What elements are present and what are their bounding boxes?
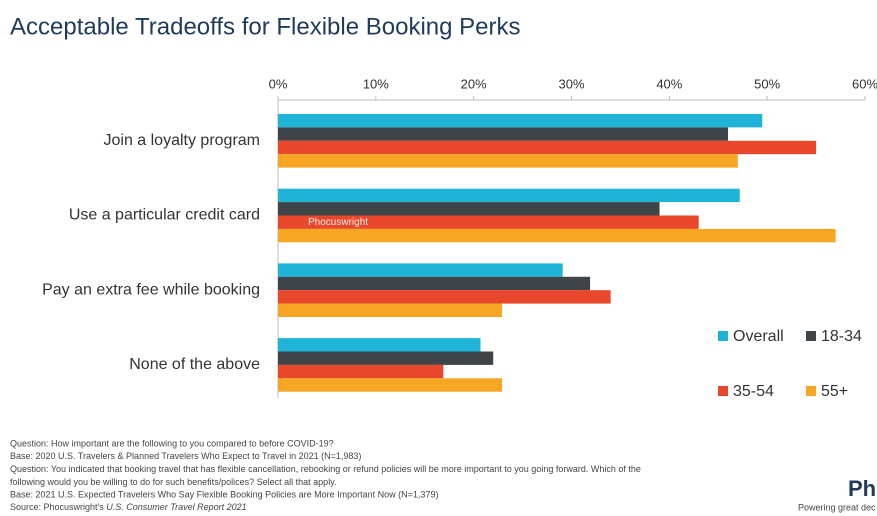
x-tick-label: 30% <box>558 76 584 91</box>
bar <box>278 188 740 203</box>
source: Source: Phocuswright's U.S. Consumer Tra… <box>10 502 247 512</box>
source-title: U.S. Consumer Travel Report 2021 <box>106 502 246 512</box>
legend-swatch <box>718 331 728 341</box>
x-tick-label: 40% <box>656 76 682 91</box>
bar <box>278 228 836 243</box>
x-tick-label: 60% <box>852 76 877 91</box>
bar <box>278 338 481 352</box>
footnote: Question: You indicated that booking tra… <box>10 464 641 474</box>
footnote: following would you be willing to do for… <box>10 477 337 487</box>
legend-swatch <box>806 386 816 396</box>
legend-swatch <box>718 386 728 396</box>
y-tick-label: Pay an extra fee while booking <box>42 281 260 298</box>
x-tick-label: 10% <box>363 76 389 91</box>
bar <box>278 263 563 277</box>
x-tick-label: 0% <box>269 76 288 91</box>
bar <box>278 127 729 141</box>
bar <box>278 202 660 216</box>
legend-label: 18-34 <box>821 328 862 345</box>
chart-title: Acceptable Tradeoffs for Flexible Bookin… <box>10 13 521 40</box>
bar <box>278 290 611 304</box>
logo-tagline: Powering great dec <box>798 502 876 512</box>
legend-swatch <box>806 331 816 341</box>
legend-label: Overall <box>733 328 784 345</box>
x-tick-label: 20% <box>461 76 487 91</box>
x-tick-label: 50% <box>754 76 780 91</box>
bar <box>278 114 763 128</box>
y-tick-label: Use a particular credit card <box>69 207 260 224</box>
logo: Phocusw <box>848 476 877 501</box>
footnote: Base: 2021 U.S. Expected Travelers Who S… <box>10 490 438 500</box>
footnote: Base: 2020 U.S. Travelers & Planned Trav… <box>10 451 361 461</box>
footnote: Question: How important are the followin… <box>10 438 334 448</box>
watermark: Phocuswright <box>308 217 368 228</box>
legend-label: 35-54 <box>733 383 774 400</box>
bar <box>278 140 817 155</box>
bar <box>278 303 503 317</box>
y-tick-label: Join a loyalty program <box>103 132 260 149</box>
bar <box>278 378 503 392</box>
legend-label: 55+ <box>821 383 848 400</box>
y-tick-label: None of the above <box>129 356 260 373</box>
bar <box>278 276 591 291</box>
source-prefix: Source: Phocuswright's <box>10 502 106 512</box>
bar <box>278 215 699 229</box>
bar <box>278 154 738 168</box>
bar <box>278 364 444 379</box>
bar <box>278 351 494 365</box>
